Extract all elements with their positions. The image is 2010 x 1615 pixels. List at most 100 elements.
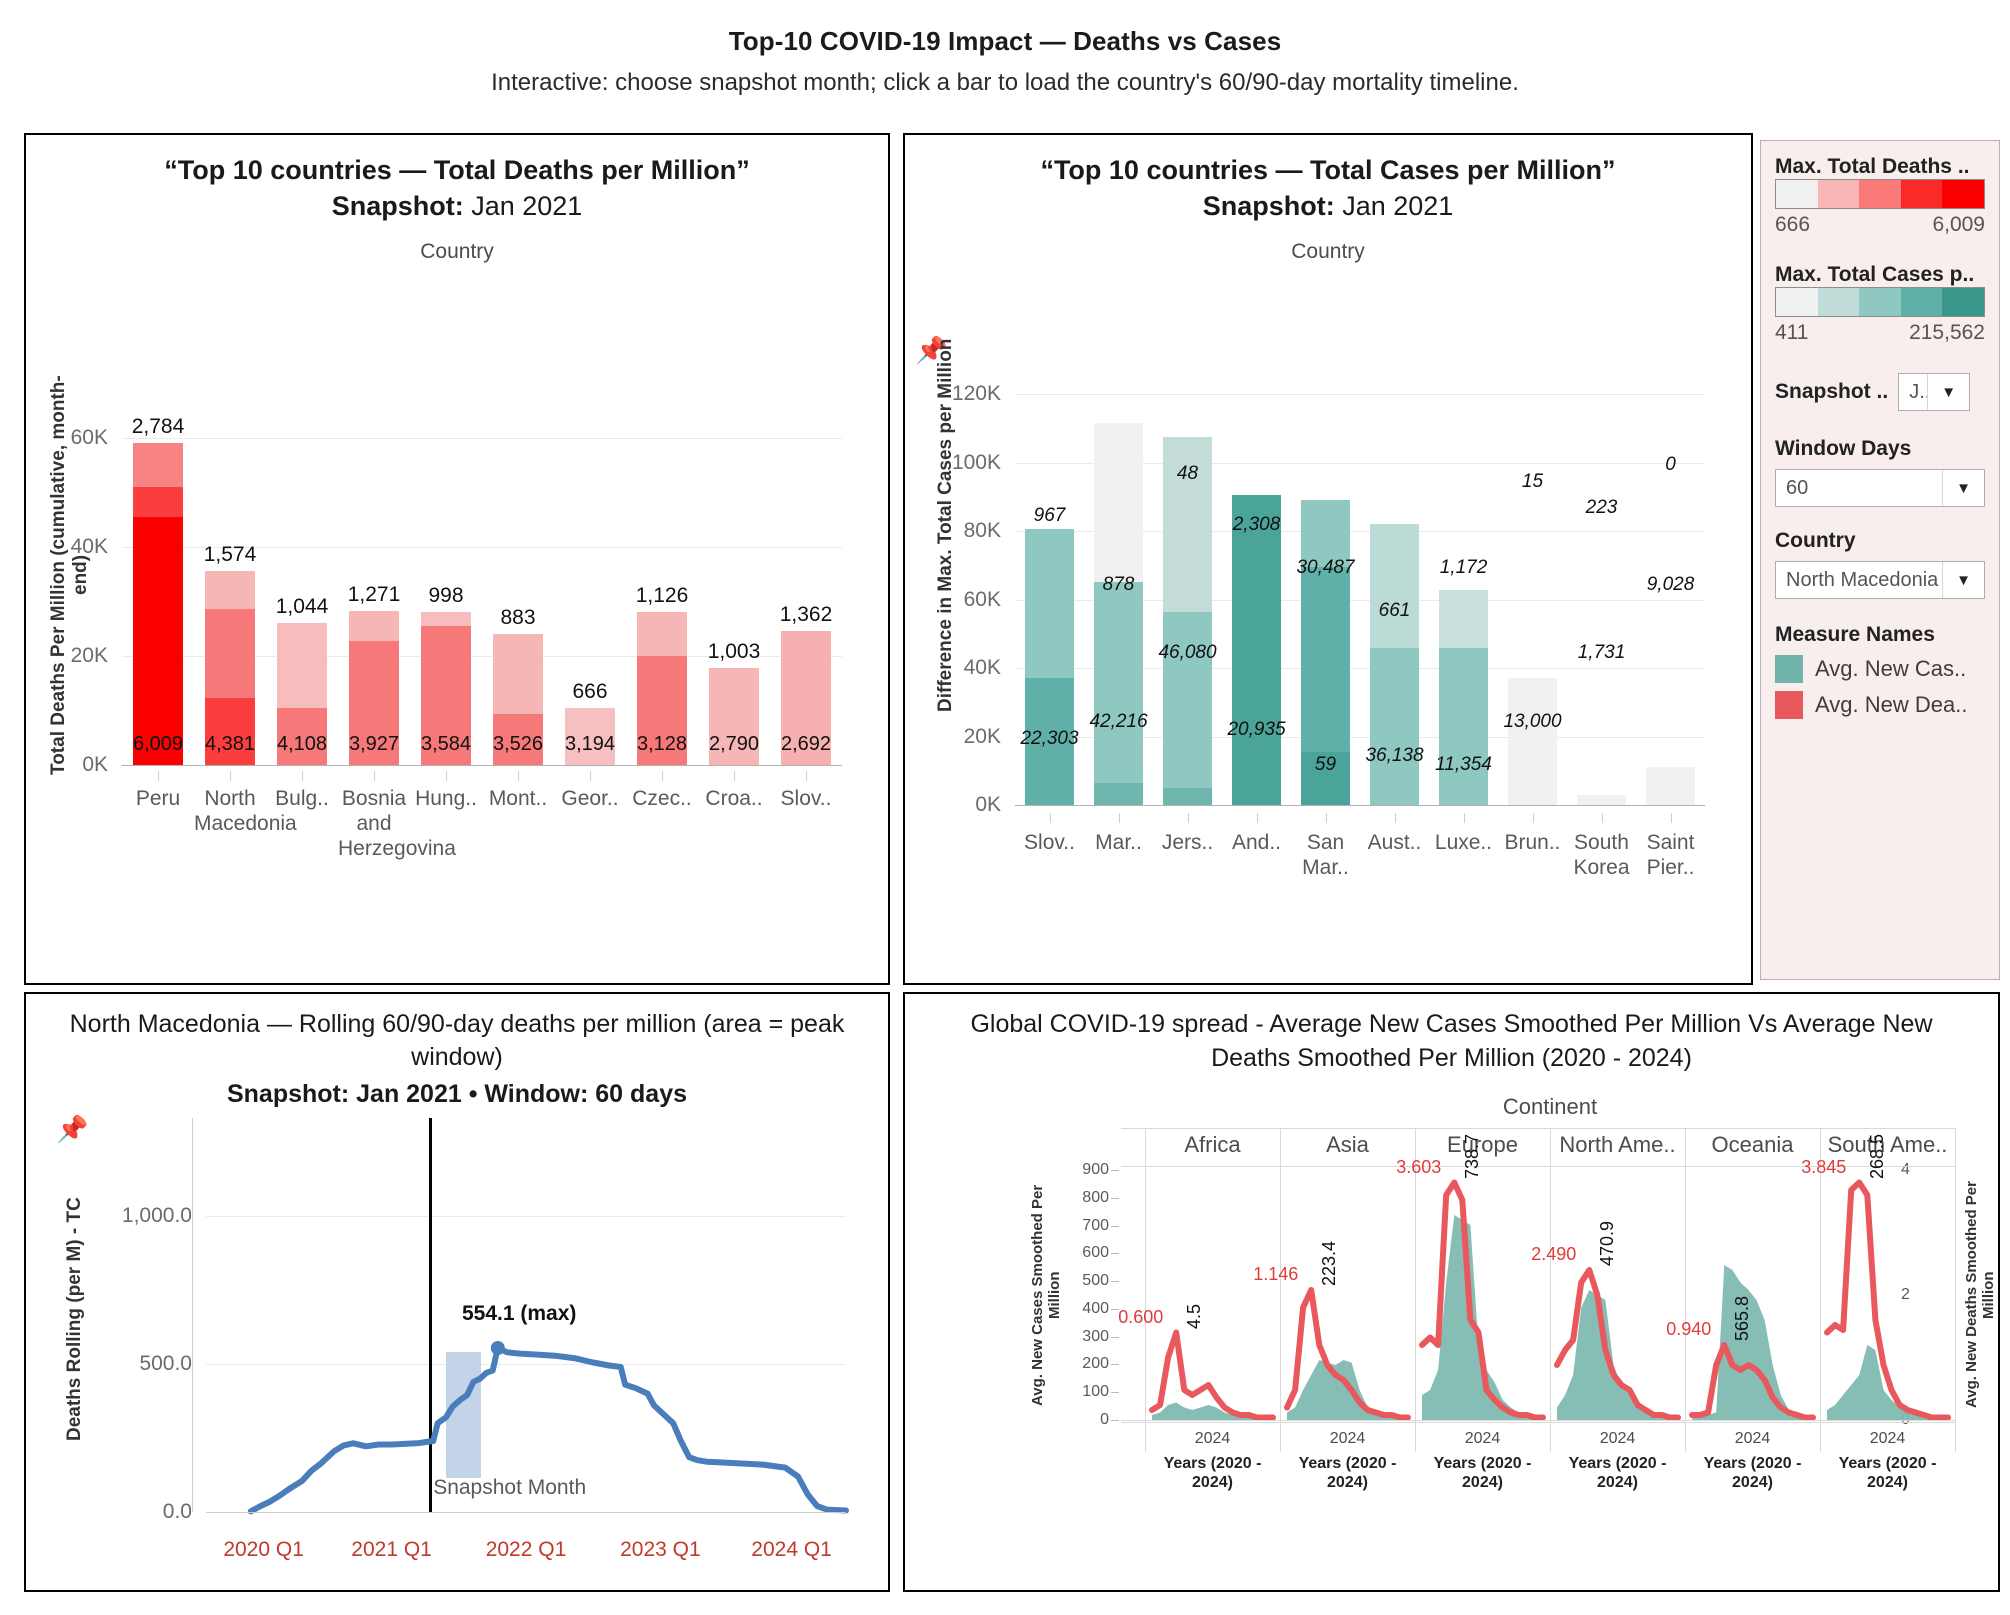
measure-label: Avg. New Dea.. [1815,692,1968,717]
bar-slov--[interactable] [780,631,832,765]
ramp-swatch-2 [1859,180,1901,208]
y-tick-label: 120K [951,382,1001,406]
measure-legend-item: Avg. New Cas.. [1775,655,1985,683]
deaths-column-header: Country [420,240,494,264]
bar-mar--[interactable] [1093,423,1144,805]
ramp-swatch-1 [1817,288,1860,316]
x-tick [518,771,519,781]
x-tick [806,771,807,781]
bar-value-label: 13,000 [1503,710,1562,732]
left-tick-mark [1111,1364,1119,1366]
cases-bar-chart[interactable]: 120K 100K 80K 60K 40K 20K 0K 967 22,303 Slov.. 878… [952,377,1705,879]
y-tick-label: 1,000.0 [121,1204,192,1227]
x-tick [1187,813,1189,823]
bar-value-label: 20,935 [1227,719,1286,741]
x-axis-label: Saint Pier.. [1646,831,1695,879]
x-tick [1670,813,1672,823]
bar-geor--[interactable] [564,707,616,765]
left-tick-mark [1111,1420,1119,1421]
left-tick-label: 0 [1100,1411,1109,1428]
bar-segment [1024,529,1075,679]
global-spread-small-multiples[interactable]: Continent Avg. New Cases Smoothed Per Mil… [1025,1090,1997,1560]
bar-bulg--[interactable] [276,623,328,765]
x-year-label: 2024 [1599,1430,1636,1447]
measure-color-swatch [1775,691,1803,719]
rolling-deaths-line-chart[interactable]: 1,000.0 500.0 0.0 554.1 (max) Snapshot Month… [122,1118,849,1561]
x-axis-line [122,765,842,766]
bar-bosnia-and-herzegovina[interactable] [348,611,400,765]
x-axis-label: Croa.. [705,787,763,810]
x-axis-footer: Years (2020 - 2024) [1703,1455,1802,1492]
bar-czec--[interactable] [636,612,688,765]
bar-bottom-value: 2,692 [780,733,832,755]
footer-divider [1121,1422,1955,1423]
bar-segment [492,713,544,765]
bar-aust--[interactable] [1369,524,1420,805]
y-axis-line [192,1118,193,1512]
bar-croa--[interactable] [708,667,760,765]
page-title: Top-10 COVID-19 Impact — Deaths vs Cases [728,26,1282,56]
bar-slov--[interactable] [1024,529,1075,805]
bar-value-label: 9,028 [1646,573,1695,595]
deaths-bar-chart[interactable]: 60K 40K 20K 0K 2,784 6,009 Peru 1,574 4,381 North… [71,383,842,860]
small-multiples-title: Global COVID-19 spread - Average New Cas… [970,1010,1933,1072]
plot-baseline [1121,1420,1955,1421]
ramp-swatch-4 [1942,288,1984,316]
bar-luxe--[interactable] [1438,589,1489,805]
deaths-ramp-endpoints: 666 6,009 [1775,213,1985,237]
continent-label-5: South Ame.. [1827,1132,1948,1157]
continent-label-4: Oceania [1711,1132,1794,1157]
bar-brun--[interactable] [1507,678,1558,805]
bar-bottom-value: 3,927 [348,733,400,755]
bar-bottom-value: 3,526 [492,733,544,755]
legend-sidebar: Max. Total Deaths .. 666 6,009 Max. Tota… [1760,140,2000,980]
bar-bottom-value: 4,381 [204,733,256,755]
bar-peru[interactable] [132,443,184,765]
bar-jers--[interactable] [1162,436,1213,805]
bar-hung--[interactable] [420,612,472,765]
continent-chart-oceania [1689,1265,1816,1421]
bar-and--[interactable] [1231,495,1282,805]
x-tick [590,771,591,781]
x-axis-line [206,1512,846,1513]
bar-bottom-value: 6,009 [132,733,184,755]
snapshot-rule [428,1118,432,1512]
bar-north-macedonia[interactable] [204,570,256,765]
bar-san-mar--[interactable] [1300,500,1351,805]
x-axis-label: North Macedonia [194,787,297,835]
header-divider [1121,1128,1955,1129]
x-axis-label: 2024 Q1 [751,1538,832,1561]
bar-top-value: 1,126 [635,584,689,608]
peak-cases-label: 4.5 [1184,1303,1205,1329]
y-tick-label: 40K [70,534,108,558]
country-value: North Macedonia [1786,568,1939,591]
snapshot-month-dropdown[interactable]: J... ▼ [1898,373,1971,411]
window-days-dropdown[interactable]: 60 ▼ [1775,469,1985,507]
continent-chart-europe [1419,1179,1546,1421]
x-axis-label: Luxe.. [1434,831,1493,854]
x-axis-label: And.. [1231,831,1282,854]
deaths-per-million-panel: “Top 10 countries — Total Deaths per Mil… [24,133,890,985]
x-axis-label: 2021 Q1 [351,1538,432,1561]
measure-legend-item: Avg. New Dea.. [1775,691,1985,719]
peak-cases-label: 565.8 [1732,1295,1753,1341]
continent-label-0: Africa [1184,1132,1241,1157]
bar-value-label: 59 [1314,753,1337,775]
x-axis-line [1015,805,1705,806]
bar-south-korea[interactable] [1576,794,1627,805]
x-axis-label: Hung.. [415,787,477,810]
left-tick-mark [1111,1281,1119,1283]
bar-mont--[interactable] [492,634,544,765]
x-axis-label: Aust.. [1367,831,1422,854]
country-dropdown[interactable]: North Macedonia ▼ [1775,561,1985,599]
bar-segment [1507,678,1558,805]
bar-saint-pier--[interactable] [1645,767,1696,805]
gridline [206,1216,846,1217]
cases-per-million-panel: “Top 10 countries — Total Cases per Mill… [903,133,1753,985]
bar-segment [1093,582,1144,783]
right-tick-label: 2 [1901,1286,1910,1303]
x-axis-footer: Years (2020 - 2024) [1568,1455,1667,1492]
continent-chart-south-ame-- [1824,1179,1951,1421]
x-year-label: 2024 [1329,1430,1366,1447]
